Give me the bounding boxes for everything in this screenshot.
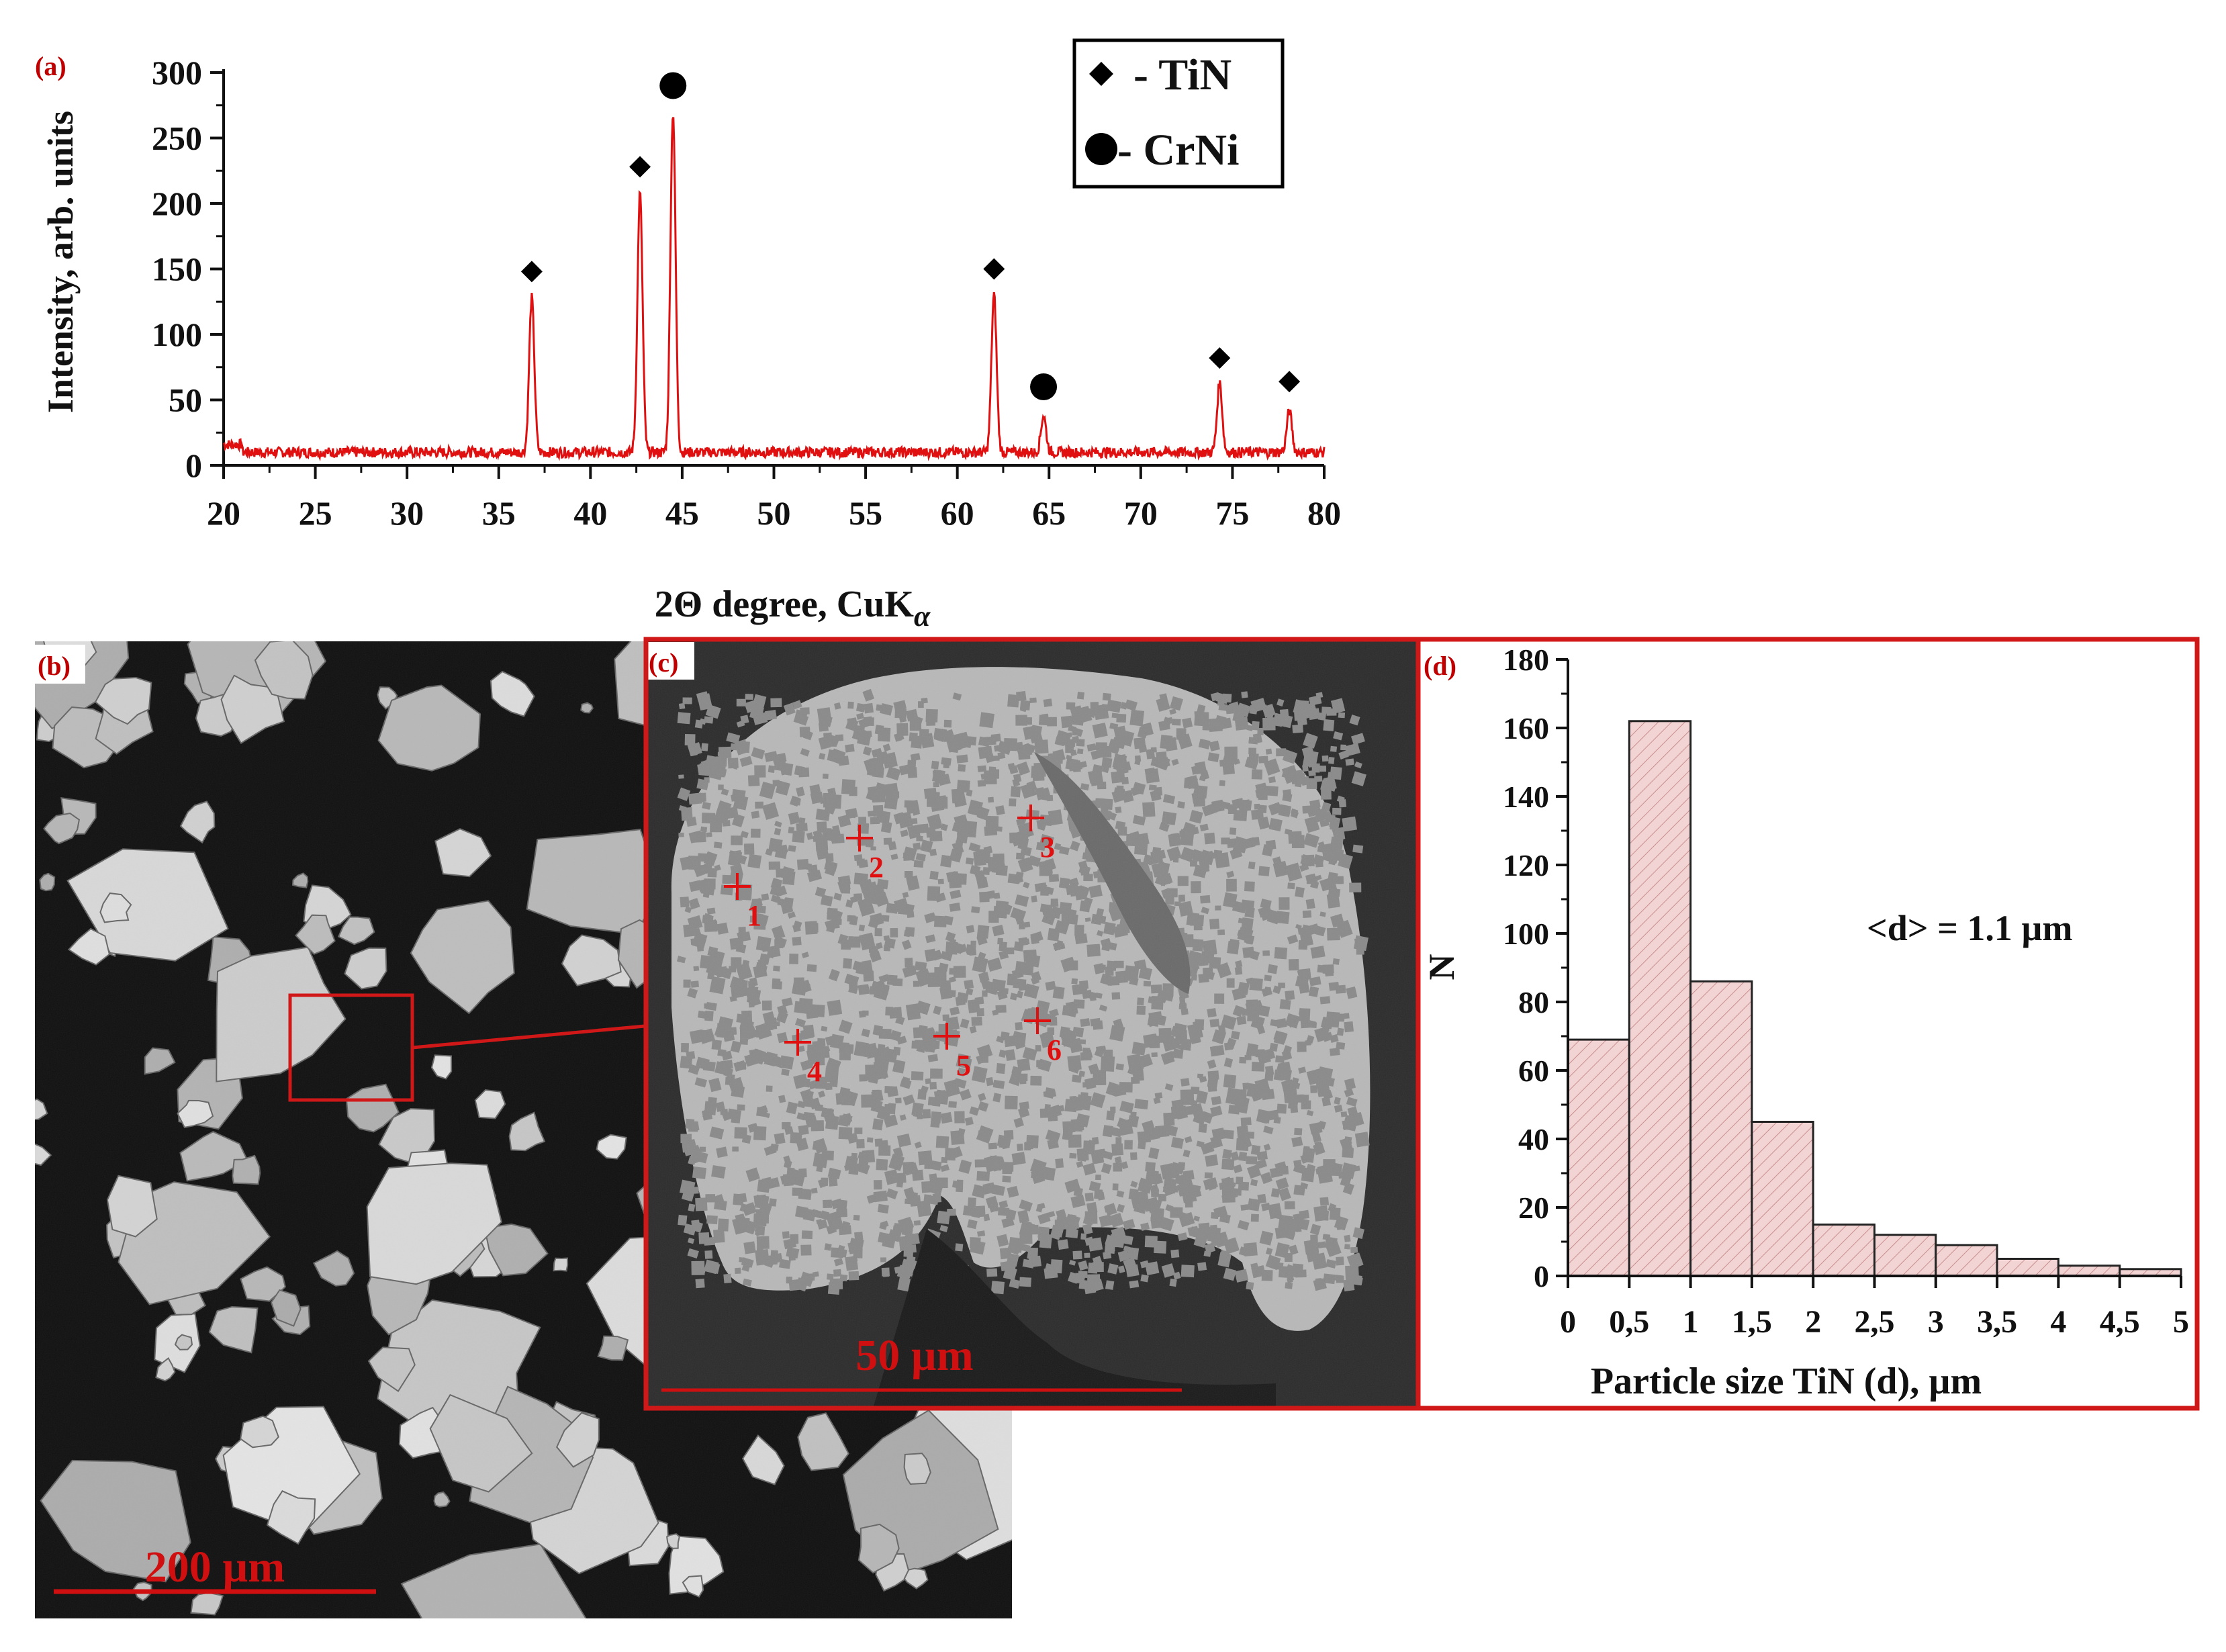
xrd-axes: 20 25 30 35 40 45 50 55 60 65 70 75 80 0 50 100 150 200 25… [152,54,1341,532]
histogram-y-tick-label: 80 [1518,985,1549,1019]
histogram-bar [1689,980,1753,1277]
histogram-y-tick-label: 40 [1518,1122,1549,1156]
xrd-x-tick-label: 80 [1307,494,1341,532]
histogram-bar [1996,1258,2059,1277]
histogram-x-tick-label: 1,5 [1732,1304,1772,1340]
xrd-y-tick-label: 300 [152,54,202,91]
histogram-x-tick-label: 2,5 [1855,1304,1895,1340]
panel-label-b: (b) [38,651,71,681]
histogram-chart: (d) 0 0,5 1 1,5 2 2,5 3 3,5 4 4,5 5 0 20 40 60 80 100 120… [1416,637,2200,1411]
histogram-x-axis-label: Particle size TiN (d), µm [1591,1361,1982,1402]
histogram-x-tick-label: 0 [1560,1304,1576,1340]
xrd-chart: (a) 20 25 30 35 40 45 50 55 60 65 70 75 800501001502… [35,38,1341,633]
tin-diamond-icon [1209,347,1231,369]
xrd-x-tick-label: 35 [482,494,516,532]
xrd-x-tick-label: 20 [207,494,240,532]
histogram-y-tick-label: 0 [1534,1259,1549,1293]
histogram-bar [1628,720,1692,1277]
histogram-x-tick-label: 4 [2050,1304,2066,1340]
tin-diamond-icon [983,258,1005,280]
xrd-phase-markers [520,72,1301,400]
legend-circle-icon [1085,133,1117,165]
analysis-point-label: 5 [956,1049,971,1082]
analysis-point-label: 1 [747,899,761,932]
crni-circle-icon [1030,373,1058,400]
crni-circle-icon [659,72,687,99]
xrd-x-tick-label: 25 [299,494,332,532]
histogram-y-axis-label: N [1422,954,1462,980]
scale-bar-c-label: 50 µm [855,1331,974,1380]
histogram-bar [2057,1265,2121,1277]
panel-label-c-bg [647,642,694,680]
xrd-y-tick-label: 200 [152,185,202,222]
histogram-bar [1751,1121,1814,1277]
histogram-y-tick-label: 60 [1518,1054,1549,1088]
histogram-x-tick-label: 0,5 [1609,1304,1649,1340]
legend-label-tin: - TiN [1133,50,1232,99]
xrd-x-tick-label: 50 [757,494,791,532]
xrd-series-line [222,117,1326,462]
xrd-x-tick-label: 45 [665,494,699,532]
xrd-x-tick-label: 65 [1032,494,1066,532]
xrd-x-tick-label: 55 [849,494,882,532]
panel-label-c: (c) [649,647,678,678]
analysis-point-label: 3 [1040,831,1055,864]
histogram-y-tick-label: 180 [1503,643,1549,677]
xrd-y-tick-label: 50 [169,381,202,419]
scale-bar-b-label: 200 µm [145,1543,285,1592]
micrograph-c: (c) 1 2 3 4 5 6 50 µm [643,637,1421,1411]
xrd-x-tick-label: 40 [573,494,607,532]
histogram-x-tick-label: 3,5 [1977,1304,2017,1340]
analysis-point-label: 2 [869,851,884,884]
histogram-bar [1812,1224,1875,1277]
histogram-y-tick-label: 140 [1503,780,1549,814]
micrograph-c-grain [646,639,1418,1408]
histogram-y-tick-label: 100 [1503,917,1549,951]
histogram-frame [1416,637,2200,1411]
tin-diamond-icon [629,156,651,178]
histogram-x-tick-label: 4,5 [2100,1304,2140,1340]
panel-label-a: (a) [35,51,66,81]
legend-label-crni: - CrNi [1117,126,1239,175]
histogram-bar [1935,1244,1998,1277]
xrd-x-tick-label: 70 [1124,494,1158,532]
xrd-x-axis-label: 2Θ degree, CuKα [655,584,931,633]
tin-diamond-icon [1279,371,1301,393]
xrd-y-axis-label: Intensity, arb. units [40,111,81,413]
panel-label-b-bg [35,645,85,684]
legend-diamond-icon [1089,62,1113,86]
histogram-y-tick-label: 160 [1503,711,1549,745]
histogram-bar [1873,1234,1937,1277]
xrd-x-tick-label: 75 [1215,494,1249,532]
histogram-axes: 0 0,5 1 1,5 2 2,5 3 3,5 4 4,5 5 0 20 40 60 80 100 120 140 1… [1503,643,2189,1340]
xrd-x-tick-label: 60 [941,494,974,532]
tin-diamond-icon [520,261,543,283]
histogram-y-tick-label: 120 [1503,848,1549,882]
analysis-point-label: 4 [807,1055,822,1088]
histogram-x-tick-label: 3 [1928,1304,1944,1340]
histogram-x-tick-label: 2 [1805,1304,1821,1340]
xrd-y-tick-label: 150 [152,250,202,288]
histogram-mean-annotation: <d> = 1.1 µm [1867,908,2072,948]
xrd-legend: - TiN - CrNi [1072,38,1285,189]
histogram-bar [1567,1038,1630,1277]
xrd-y-tick-label: 0 [185,447,202,484]
zoom-connector-line [412,1024,645,1050]
xrd-y-tick-label: 250 [152,120,202,157]
histogram-y-tick-label: 20 [1518,1191,1549,1225]
analysis-point-label: 6 [1047,1034,1062,1066]
xrd-y-tick-label: 100 [152,316,202,353]
histogram-x-tick-label: 5 [2173,1304,2189,1340]
xrd-x-tick-label: 30 [390,494,424,532]
histogram-x-tick-label: 1 [1683,1304,1699,1340]
histogram-bars [1567,720,2182,1277]
analysis-points: 1 2 3 4 5 6 [724,805,1062,1088]
panel-label-d: (d) [1424,651,1456,681]
